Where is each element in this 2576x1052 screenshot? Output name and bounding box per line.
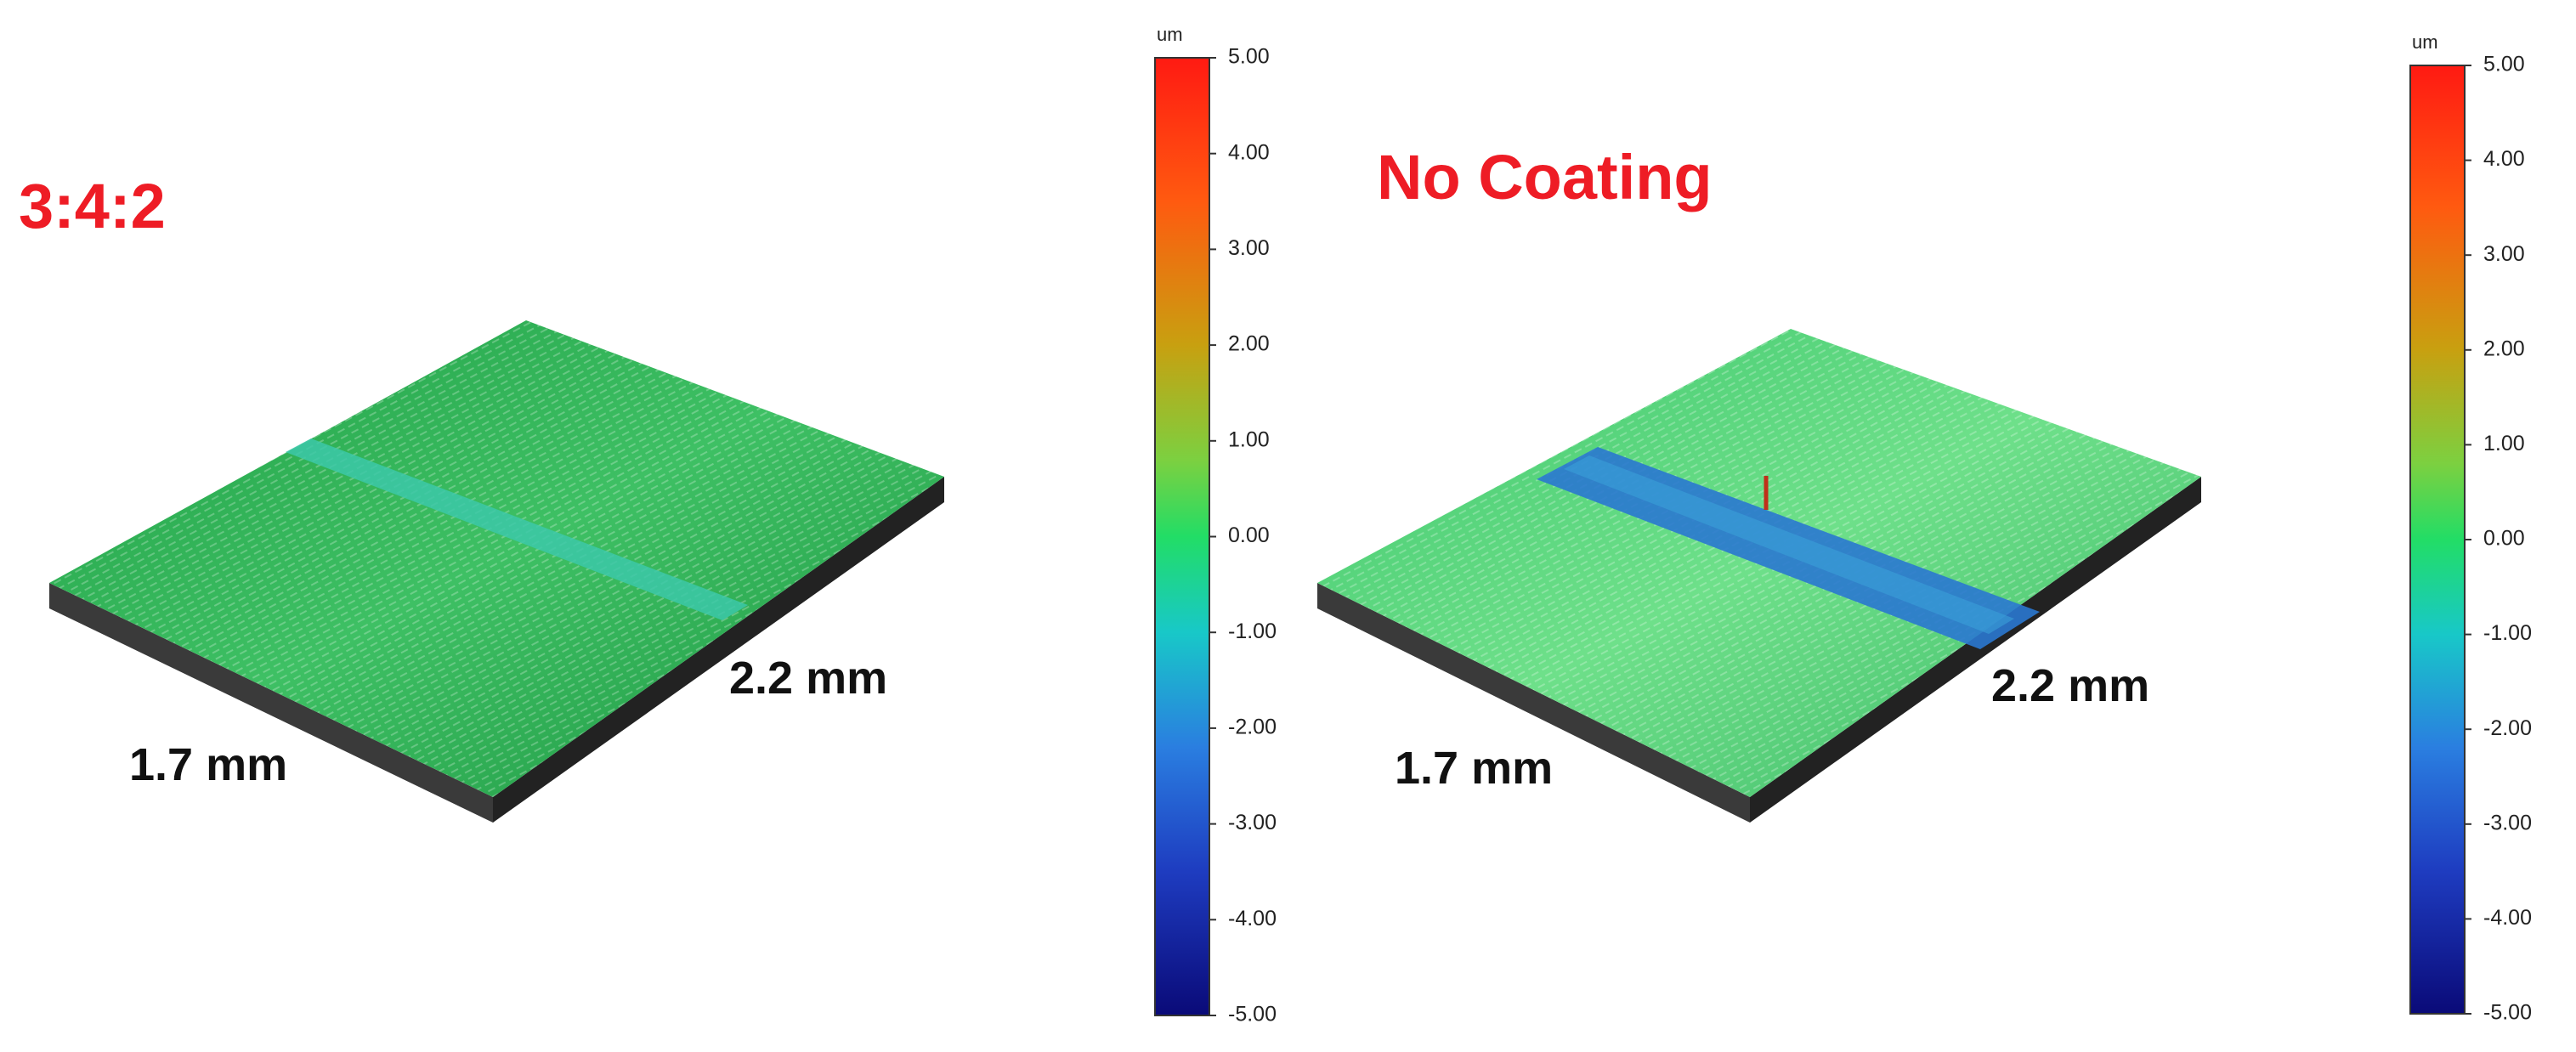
colorbar-tick-label: 1.00 (1228, 427, 1270, 451)
colorbar-tick-label: -4.00 (2483, 906, 2532, 930)
colorbar-tick-label: 1.00 (2483, 432, 2525, 455)
colorbar-tick-label: 4.00 (1228, 140, 1270, 164)
colorbar-tick-label: -1.00 (1228, 619, 1277, 643)
colorbar-tick-label: 3.00 (1228, 236, 1270, 260)
colorbar-unit: um (2412, 31, 2438, 53)
colorbar-tick-label: -5.00 (1228, 1003, 1277, 1027)
colorbar-tick-label: -2.00 (2483, 716, 2532, 740)
colorbar-tick-label: -3.00 (1228, 811, 1277, 834)
length-label: 2.2 mm (729, 653, 887, 704)
colorbar-tick-label: -5.00 (2483, 1001, 2532, 1025)
colorbar: um 5.00 4.00 3.00 2.00 1.00 0.00 -1.00 -2.00 -3.… (2409, 31, 2532, 1025)
panel-right: No Coating 1.7 mm 2.2 mm um 5.00 4.00 3.00… (1317, 31, 2532, 1025)
length-label: 2.2 mm (1991, 660, 2149, 711)
surface (49, 320, 944, 823)
colorbar-tick-label: -2.00 (1228, 715, 1277, 739)
surface (1317, 329, 2201, 823)
colorbar-tick-label: 2.00 (1228, 332, 1270, 356)
colorbar-tick-label: -3.00 (2483, 811, 2532, 834)
colorbar-tick-label: -4.00 (1228, 907, 1277, 930)
colorbar-tick-label: 3.00 (2483, 242, 2525, 266)
colorbar-tick-label: 0.00 (1228, 523, 1270, 547)
colorbar-tick-label: -1.00 (2483, 621, 2532, 645)
panel-title: No Coating (1377, 142, 1713, 212)
colorbar: um 5.00 4.00 3.00 2.00 1.00 0.00 -1.00 -2.00 -3.… (1154, 24, 1277, 1027)
panel-title: 3:4:2 (19, 171, 166, 241)
colorbar-tick-label: 4.00 (2483, 147, 2525, 171)
colorbar-unit: um (1157, 24, 1183, 45)
panel-left: 3:4:2 1.7 mm 2.2 mm um 5.00 4.00 3.00 2.00 1… (19, 24, 1277, 1027)
colorbar-tick-label: 0.00 (2483, 527, 2525, 551)
colorbar-scale (2409, 65, 2466, 1015)
colorbar-scale (1154, 57, 1210, 1016)
colorbar-tick-label: 5.00 (1228, 45, 1270, 69)
colorbar-tick-label: 5.00 (2483, 53, 2525, 76)
width-label: 1.7 mm (1395, 743, 1553, 794)
colorbar-tick-label: 2.00 (2483, 337, 2525, 360)
width-label: 1.7 mm (129, 739, 287, 790)
